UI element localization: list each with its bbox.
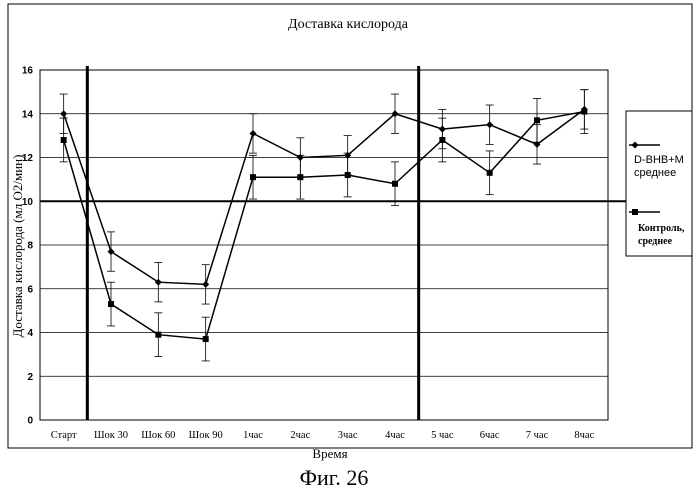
x-tick-label: 3час	[338, 430, 358, 441]
x-tick-label: 6час	[480, 430, 500, 441]
y-tick-label: 4	[27, 328, 33, 339]
data-point-square	[250, 174, 256, 180]
chart-title: Доставка кислорода	[288, 17, 409, 32]
y-tick-label: 8	[27, 241, 33, 252]
legend: D-BHB+Mсреднее Контроль,среднее	[626, 111, 692, 256]
legend-box	[626, 111, 692, 256]
data-point-square	[439, 137, 445, 143]
data-point-diamond	[486, 121, 493, 128]
data-point-square	[534, 117, 540, 123]
x-tick-label: Шок 60	[141, 430, 175, 441]
y-tick-label: 6	[27, 284, 33, 295]
x-tick-label: Шок 90	[189, 430, 223, 441]
x-tick-label: 4час	[385, 430, 405, 441]
data-point-square	[581, 109, 587, 115]
y-tick-label: 2	[27, 372, 33, 383]
series-2	[60, 90, 589, 361]
reference-lines	[40, 66, 692, 420]
figure-caption: Фиг. 26	[300, 465, 369, 489]
x-tick-label: 7 час	[526, 430, 549, 441]
x-axis-ticks: Старт Шок 30 Шок 60 Шок 90 1час 2час 3час 4час 5…	[51, 430, 595, 441]
y-axis-label: Доставка кислорода (мл O2/мин)	[10, 155, 25, 338]
x-tick-label: 1час	[243, 430, 263, 441]
legend-square-marker	[632, 209, 638, 215]
data-point-square	[345, 172, 351, 178]
y-tick-label: 16	[22, 66, 34, 77]
x-tick-label: Старт	[51, 430, 77, 441]
x-tick-label: 8час	[574, 430, 594, 441]
data-point-square	[487, 170, 493, 176]
data-point-square	[108, 301, 114, 307]
data-point-square	[203, 336, 209, 342]
series-line	[64, 109, 585, 284]
gridlines	[40, 70, 608, 376]
x-tick-label: Шок 30	[94, 430, 128, 441]
chart-border	[8, 4, 692, 448]
data-point-square	[297, 174, 303, 180]
series-1	[60, 90, 589, 304]
data-point-square	[392, 181, 398, 187]
data-point-diamond	[202, 281, 209, 288]
y-tick-label: 0	[27, 416, 33, 427]
x-tick-label: 2час	[290, 430, 310, 441]
series-layer	[60, 90, 589, 361]
data-point-diamond	[250, 130, 257, 137]
y-tick-label: 14	[22, 109, 34, 120]
series-line	[64, 112, 585, 340]
data-point-square	[155, 332, 161, 338]
x-axis-label: Время	[312, 446, 347, 461]
data-point-diamond	[60, 110, 67, 117]
x-tick-label: 5 час	[431, 430, 454, 441]
data-point-square	[61, 137, 67, 143]
